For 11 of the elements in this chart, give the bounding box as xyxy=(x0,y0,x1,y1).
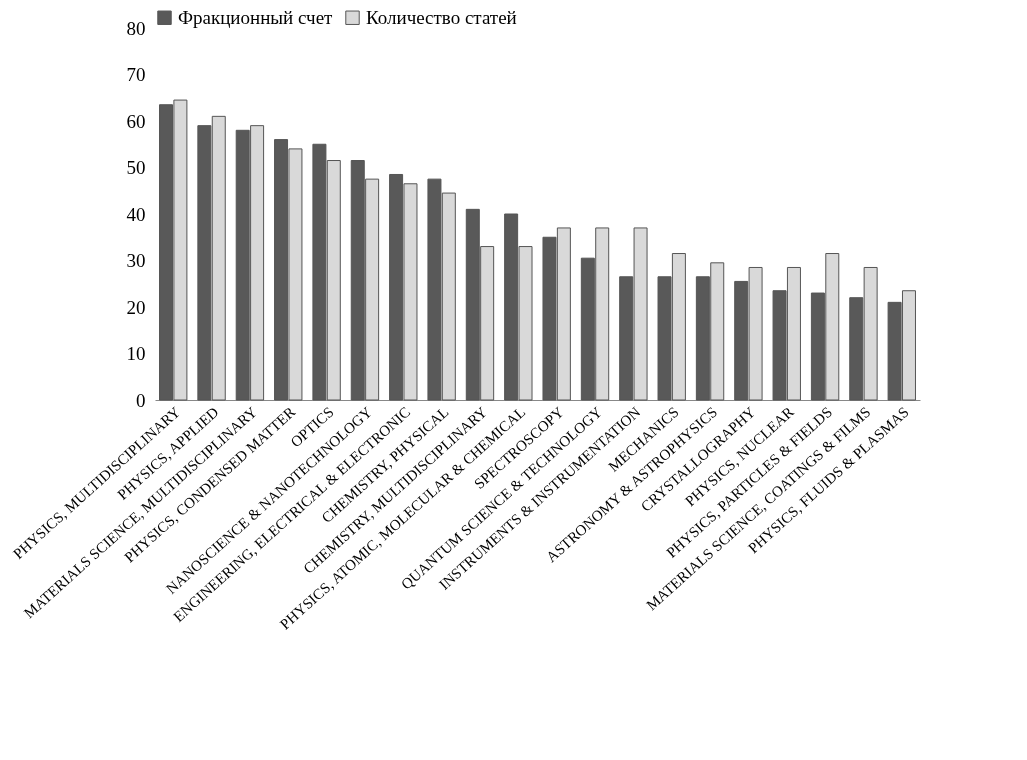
legend-label: Фракционный счет xyxy=(178,6,334,28)
y-tick-label: 30 xyxy=(126,250,146,271)
y-tick-label: 50 xyxy=(126,157,146,178)
y-tick-label: 60 xyxy=(126,110,146,132)
legend-label: Количество статей xyxy=(366,6,517,28)
y-tick-label: 10 xyxy=(126,343,146,364)
y-tick-label: 0 xyxy=(136,389,146,411)
y-tick-label: 80 xyxy=(126,17,146,39)
y-tick-label: 40 xyxy=(126,203,146,225)
y-tick-label: 20 xyxy=(126,296,146,318)
y-tick-label: 70 xyxy=(126,64,146,85)
